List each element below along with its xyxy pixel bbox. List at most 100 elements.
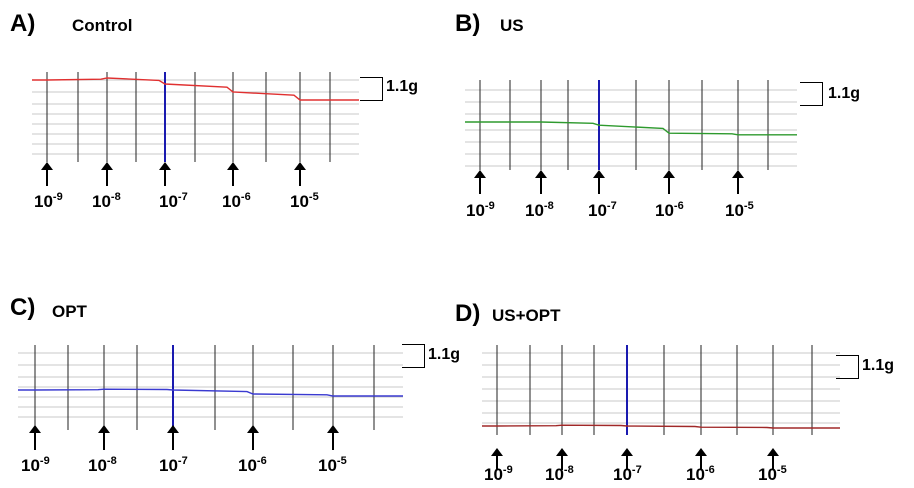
arrow-shaft xyxy=(668,176,670,194)
arrow-head xyxy=(491,448,503,456)
concentration-base: 10 xyxy=(290,192,309,211)
concentration-base: 10 xyxy=(525,201,544,220)
concentration-exponent: -9 xyxy=(52,191,63,203)
concentration-label: 10-5 xyxy=(725,200,754,220)
trace-point xyxy=(700,426,702,428)
dose-arrow xyxy=(294,162,306,186)
trace-line-d xyxy=(482,424,840,429)
arrow-head xyxy=(294,162,306,170)
trace-svg-b xyxy=(465,80,797,170)
concentration-exponent: -5 xyxy=(776,464,787,476)
concentration-base: 10 xyxy=(613,465,632,484)
trace-point xyxy=(772,427,774,429)
concentration-base: 10 xyxy=(88,456,107,475)
dose-arrow xyxy=(695,448,707,470)
concentration-base: 10 xyxy=(655,201,674,220)
arrow-head xyxy=(695,448,707,456)
trace-point xyxy=(479,121,481,123)
trace-line-c xyxy=(18,388,403,397)
arrow-head xyxy=(98,425,110,433)
arrow-head xyxy=(167,425,179,433)
panel-title-c: OPT xyxy=(52,302,87,321)
concentration-label: 10-9 xyxy=(484,464,513,484)
arrow-shaft xyxy=(172,431,174,450)
trace-point xyxy=(232,91,234,93)
concentration-label: 10-8 xyxy=(525,201,554,220)
concentration-label: 10-7 xyxy=(159,456,188,475)
dose-arrow xyxy=(167,425,179,450)
trace-point xyxy=(34,389,36,391)
concentration-exponent: -6 xyxy=(673,200,684,212)
arrow-head xyxy=(247,425,259,433)
concentration-label: 10-6 xyxy=(686,464,715,484)
arrow-shaft xyxy=(34,431,36,450)
dose-arrow xyxy=(732,170,744,194)
dose-arrow xyxy=(556,448,568,470)
concentration-exponent: -8 xyxy=(110,191,121,203)
scale-bar-label-b: 1.1g xyxy=(828,85,861,102)
panel-label-c: C) xyxy=(10,294,36,321)
dose-arrow xyxy=(593,170,605,194)
arrow-head xyxy=(227,162,239,170)
dose-arrow xyxy=(474,170,486,194)
dose-arrow xyxy=(621,448,633,470)
trace-point xyxy=(496,425,498,427)
concentration-base: 10 xyxy=(159,192,178,211)
arrow-head xyxy=(41,162,53,170)
concentration-exponent: -5 xyxy=(743,200,754,212)
concentration-exponent: -8 xyxy=(563,464,574,476)
concentration-base: 10 xyxy=(92,192,111,211)
panel-title-a: Control xyxy=(72,16,133,35)
trace-point xyxy=(668,132,670,134)
concentration-label: 10-8 xyxy=(92,191,121,211)
trace-point xyxy=(106,77,108,79)
trace-point xyxy=(561,424,563,426)
concentration-label: 10-5 xyxy=(290,192,319,211)
arrow-shaft xyxy=(540,176,542,194)
concentration-label: 10-8 xyxy=(545,464,574,484)
trace-point xyxy=(332,395,334,397)
dose-arrow xyxy=(535,170,547,194)
arrow-shaft xyxy=(626,454,628,470)
trace-point xyxy=(626,425,628,427)
trace-point xyxy=(598,124,600,126)
arrow-head xyxy=(29,425,41,433)
trace-point xyxy=(164,83,166,85)
concentration-label: 10-6 xyxy=(655,200,684,220)
trace-point xyxy=(46,79,48,81)
arrow-head xyxy=(101,162,113,170)
arrow-shaft xyxy=(103,431,105,450)
dose-arrow xyxy=(101,162,113,186)
arrow-head xyxy=(732,170,744,178)
concentration-base: 10 xyxy=(686,465,705,484)
dose-arrow xyxy=(767,448,779,470)
arrow-shaft xyxy=(479,176,481,194)
scale-bar-b xyxy=(800,82,823,106)
panel-title-b: US xyxy=(500,16,524,35)
concentration-exponent: -6 xyxy=(704,464,715,476)
scale-bar-label-d: 1.1g xyxy=(862,357,895,374)
arrow-head xyxy=(663,170,675,178)
concentration-exponent: -9 xyxy=(484,200,495,212)
trace-panel-d xyxy=(482,345,840,435)
dose-arrow xyxy=(29,425,41,450)
trace-svg-a xyxy=(32,72,359,162)
dose-arrow xyxy=(227,162,239,186)
concentration-label: 10-5 xyxy=(318,455,347,475)
concentration-base: 10 xyxy=(725,201,744,220)
concentration-exponent: -9 xyxy=(502,464,513,476)
concentration-base: 10 xyxy=(484,465,503,484)
concentration-exponent: -9 xyxy=(39,455,50,467)
arrow-head xyxy=(767,448,779,456)
concentration-label: 10-6 xyxy=(238,456,267,475)
concentration-exponent: -7 xyxy=(606,200,617,212)
scale-bar-a xyxy=(360,77,383,101)
concentration-exponent: -5 xyxy=(336,455,347,467)
concentration-exponent: -6 xyxy=(240,191,251,203)
trace-point xyxy=(540,121,542,123)
concentration-exponent: -7 xyxy=(177,191,188,203)
arrow-head xyxy=(556,448,568,456)
dose-arrow xyxy=(247,425,259,450)
dose-arrow xyxy=(41,162,53,186)
arrow-shaft xyxy=(700,454,702,470)
